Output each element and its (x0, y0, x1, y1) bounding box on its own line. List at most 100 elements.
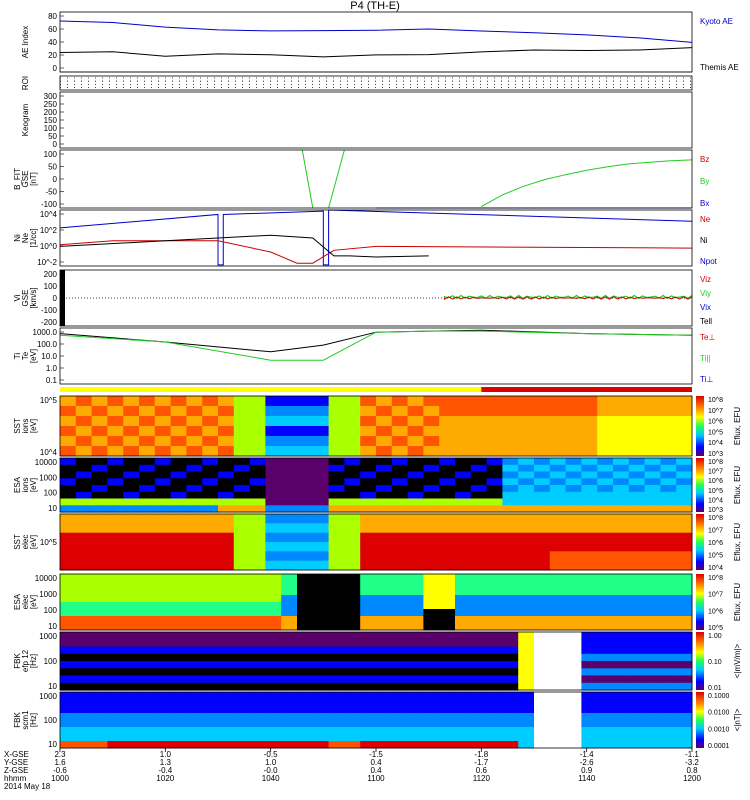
spectrogram-cell (75, 734, 93, 742)
spectrogram-cell (360, 396, 377, 407)
spectrogram-cell (549, 426, 567, 437)
spectrogram-cell (518, 646, 535, 655)
spectrogram-cell (628, 396, 646, 407)
spectrogram-cell (660, 632, 677, 640)
spectrogram-cell (91, 727, 108, 735)
spectrogram-cell (534, 416, 551, 427)
spectrogram-cell (312, 491, 330, 500)
spectrogram-cell (470, 446, 488, 457)
spectrogram-cell (486, 560, 503, 571)
colorbar-tick: 10^7 (708, 592, 723, 599)
spectrogram-cell (154, 396, 172, 407)
spectrogram-cell (249, 498, 266, 506)
spectrogram-cell (281, 498, 298, 506)
spectrogram-cell (233, 623, 251, 631)
spectrogram-cell (75, 639, 93, 648)
spectrogram-cell (186, 523, 203, 534)
spectrogram-cell (233, 498, 251, 506)
spectrogram-cell (455, 491, 472, 500)
spectrogram-cell (455, 406, 472, 417)
spectrogram-cell (265, 595, 282, 603)
spectrogram-cell (265, 727, 282, 735)
spectrogram-cell (91, 416, 108, 427)
spectrogram-cell (565, 446, 582, 457)
spectrogram-cell (439, 406, 456, 417)
spectrogram-cell (233, 699, 251, 707)
spectrogram-cell (581, 699, 598, 707)
spectrogram-cell (644, 485, 661, 493)
spectrogram-cell (170, 491, 187, 500)
spectrogram-cell (581, 734, 598, 742)
spectrogram-cell (565, 639, 582, 648)
spectrogram-cell (60, 646, 77, 655)
spectrogram-cell (328, 661, 345, 669)
spectrogram-cell (644, 458, 661, 466)
spectrogram-cell (565, 595, 582, 603)
spectrogram-cell (486, 471, 503, 479)
spectrogram-cell (518, 523, 535, 534)
spectrogram-cell (139, 436, 156, 447)
spectrogram-cell (660, 426, 677, 437)
spectrogram-cell (233, 464, 251, 473)
spectrogram-cell (344, 542, 361, 552)
spectrogram-cell (407, 396, 424, 407)
spectrogram-cell (312, 581, 330, 589)
ytick-label-bfit: 0 (53, 175, 58, 184)
spectrogram-cell (534, 574, 551, 582)
spectrogram-cell (628, 581, 646, 589)
spectrogram-cell (249, 727, 266, 735)
spectrogram-cell (518, 458, 535, 466)
spectrogram-cell (423, 485, 440, 493)
spectrogram-cell (581, 396, 598, 407)
spectrogram-cell (581, 551, 598, 562)
spectrogram-cell (676, 609, 693, 617)
spectrogram-cell (297, 458, 314, 466)
spectrogram-cell (502, 514, 519, 524)
spectrogram-cell (344, 616, 361, 624)
spectrogram-cell (265, 436, 282, 447)
spectrogram-cell (265, 632, 282, 640)
spectrogram-cell (154, 602, 172, 610)
spectrogram-cell (186, 485, 203, 493)
spectrogram-cell (597, 588, 614, 596)
spectrogram-cell (423, 446, 440, 457)
spectrogram-cell (549, 609, 567, 617)
spectrogram-cell (75, 426, 93, 437)
spectrogram-cell (613, 581, 630, 589)
by-spike (301, 149, 314, 209)
spectrogram-cell (565, 616, 582, 624)
spectrogram-cell (628, 560, 646, 571)
spectrogram-cell (123, 478, 140, 486)
spectrogram-cell (455, 639, 472, 648)
spectrogram-cell (344, 692, 361, 700)
spectrogram-cell (518, 396, 535, 407)
spectrogram-cell (376, 692, 393, 700)
ylabel-sst_elec: [eV] (29, 535, 38, 549)
spectrogram-cell (486, 551, 503, 562)
spectrogram-cell (107, 616, 124, 624)
spectrogram-cell (597, 416, 614, 427)
spectrogram-cell (439, 436, 456, 447)
spectrogram-cell (154, 646, 172, 655)
spectrogram-cell (597, 458, 614, 466)
spectrogram-cell (281, 523, 298, 534)
spectrogram-cell (518, 551, 535, 562)
legend-item: Bx (700, 199, 709, 208)
spectrogram-cell (297, 661, 314, 669)
xaxis-value: -0.5 (264, 750, 278, 759)
spectrogram-cell (534, 396, 551, 407)
spectrogram-cell (202, 720, 219, 728)
spectrogram-cell (186, 498, 203, 506)
spectrogram-cell (376, 699, 393, 707)
spectrogram-cell (139, 478, 156, 486)
spectrogram-cell (60, 416, 77, 427)
spectrogram-cell (581, 491, 598, 500)
spectrogram-cell (218, 602, 235, 610)
spectrogram-cell (218, 464, 235, 473)
spectrogram-cell (202, 713, 219, 721)
spectrogram-cell (328, 639, 345, 648)
spectrogram-cell (60, 551, 77, 562)
spectrogram-cell (565, 478, 582, 486)
spectrogram-cell (470, 713, 488, 721)
